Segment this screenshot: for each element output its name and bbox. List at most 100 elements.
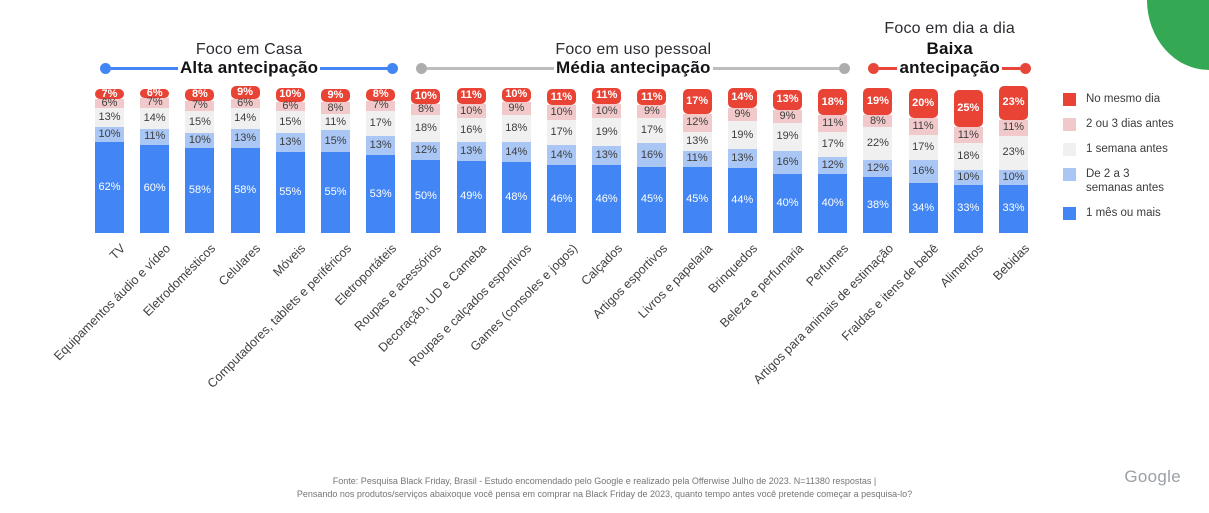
group-line: Média antecipação (416, 58, 851, 77)
legend-item: No mesmo dia (1063, 92, 1178, 106)
legend-swatch (1063, 207, 1076, 221)
bar-segment: 34% (908, 183, 938, 233)
google-logo: Google (1124, 467, 1181, 486)
segment-value-label: 13% (686, 134, 709, 147)
bar-segment: 11% (547, 88, 576, 106)
bar-segment: 6% (95, 97, 124, 110)
segment-value-label: 13% (98, 111, 121, 124)
segment-value-label: 55% (279, 186, 302, 199)
group-header-0: Foco em Casa Alta antecipação (100, 4, 399, 77)
bar-segment: 8% (366, 89, 396, 101)
segment-value-label: 10% (188, 133, 211, 146)
segment-value-label: 62% (98, 180, 121, 193)
bar-segment: 10% (411, 88, 441, 104)
bar-segment: 6% (230, 98, 260, 109)
bar-segment: 17% (637, 118, 667, 144)
segment-value-label: 22% (866, 136, 889, 149)
segment-value-label: 12% (686, 116, 709, 129)
segment-value-label: 11% (686, 152, 708, 165)
bar-segment: 58% (230, 147, 260, 233)
bar-segment: 17% (682, 88, 712, 114)
legend-label: De 2 a 3 semanas antes (1086, 168, 1164, 195)
stacked-bar: 8% 7% 15% 10% 58% (185, 88, 215, 233)
bar-segment: 10% (953, 169, 983, 185)
category-label: Calçados (578, 241, 625, 289)
segment-value-label: 33% (1002, 202, 1025, 215)
line-end-dot (387, 62, 399, 74)
bar-segment: 11% (637, 88, 667, 106)
bar-segment: 17% (908, 134, 938, 160)
stacked-bar: 10% 9% 18% 14% 48% (501, 87, 531, 233)
category-label: Móveis (270, 241, 309, 280)
group-title: Foco em dia a dia (884, 20, 1015, 37)
segment-value-label: 9% (779, 109, 796, 122)
segment-value-label: 8% (869, 114, 886, 127)
segment-value-label: 11% (595, 89, 618, 102)
bar-segment: 14% (727, 87, 757, 109)
segment-value-label: 46% (550, 192, 573, 205)
segment-value-label: 33% (957, 202, 980, 215)
segment-value-label: 11% (1002, 121, 1025, 134)
segment-value-label: 13% (731, 152, 754, 165)
stacked-bar: 18% 11% 17% 12% 40% (818, 88, 848, 233)
bar-segment: 7% (140, 96, 170, 109)
line-end-dot (416, 62, 428, 74)
segment-value-label: 11% (822, 117, 844, 130)
stacked-bar: 9% 8% 11% 15% 55% (321, 88, 350, 233)
bar-segment: 14% (140, 108, 170, 129)
segment-value-label: 7% (101, 87, 118, 100)
segment-value-label: 8% (417, 103, 434, 116)
bar-segment: 11% (592, 87, 622, 104)
group-subtitle-bold: Baixa (926, 39, 973, 58)
segment-value-label: 8% (191, 88, 208, 101)
bar-segment: 13% (727, 149, 757, 169)
segment-value-label: 18% (505, 122, 528, 135)
segment-value-label: 11% (144, 130, 166, 143)
bar-segment: 10% (185, 133, 215, 148)
group-header-1: Foco em uso pessoal Média antecipação (416, 4, 851, 77)
bar-segment: 17% (366, 111, 396, 136)
bar-segment: 19% (727, 121, 757, 150)
bar-segment: 9% (637, 105, 667, 119)
green-corner-decoration (1147, 0, 1209, 70)
stacked-bar: 10% 8% 18% 12% 50% (411, 88, 441, 233)
group-line-label: Média antecipação (556, 58, 711, 77)
bar-segment: 46% (547, 165, 576, 233)
bar-segment: 18% (411, 115, 441, 142)
bar-segment: 12% (411, 141, 441, 160)
legend-swatch (1063, 168, 1076, 182)
segment-value-label: 7% (372, 99, 389, 112)
bar-segment: 17% (547, 119, 576, 145)
category-label: Roupas e calçados esportivos (406, 241, 535, 370)
line-segment (879, 66, 898, 70)
legend-label: 1 semana antes (1086, 143, 1168, 156)
stacked-bar: 8% 7% 17% 13% 53% (366, 89, 396, 233)
segment-value-label: 9% (327, 89, 344, 102)
bar-segment: 15% (321, 130, 350, 153)
segment-value-label: 49% (460, 190, 483, 203)
segment-value-label: 18% (957, 150, 980, 163)
segment-value-label: 12% (414, 144, 437, 157)
segment-value-label: 14% (550, 148, 573, 161)
legend-item: 1 mês ou mais (1063, 206, 1178, 221)
category-label: Decoração, UD e Cameba (375, 241, 490, 355)
segment-value-label: 12% (821, 158, 844, 171)
line-segment (712, 66, 840, 70)
segment-value-label: 6% (101, 97, 118, 110)
segment-value-label: 14% (731, 91, 754, 104)
segment-value-label: 10% (550, 105, 573, 118)
category-label: Computadores, tablets e periféricos (204, 241, 354, 391)
group-title: Foco em uso pessoal (555, 41, 712, 58)
bar-segment: 16% (456, 118, 486, 142)
line-end-dot (100, 62, 111, 74)
segment-value-label: 23% (1002, 146, 1025, 159)
legend-swatch (1063, 118, 1076, 132)
stacked-bar: 9% 6% 14% 13% 58% (230, 86, 260, 233)
bar-segment: 14% (547, 144, 576, 166)
group-line: antecipação (868, 58, 1031, 77)
segment-value-label: 18% (414, 122, 437, 135)
segment-value-label: 11% (550, 90, 573, 103)
segment-value-label: 10% (957, 170, 980, 183)
segment-value-label: 13% (234, 131, 257, 144)
segment-value-label: 7% (146, 96, 163, 109)
